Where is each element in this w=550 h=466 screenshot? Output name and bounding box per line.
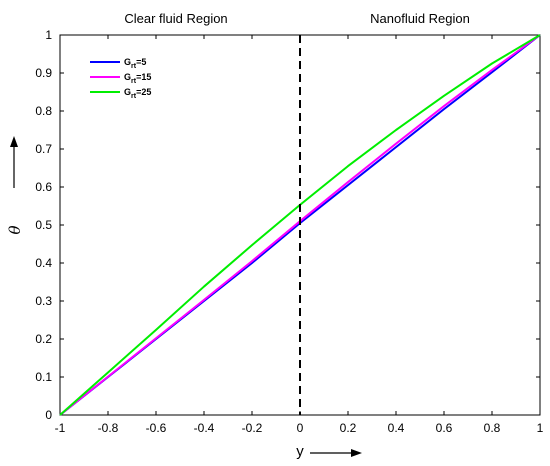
x-axis-arrow-icon — [310, 449, 362, 457]
y-ticks: 0 0.1 0.2 0.3 0.4 0.5 0.6 0.7 0.8 0.9 1 — [35, 28, 540, 422]
x-tick-label: 0.8 — [484, 421, 501, 435]
legend-label: Grt=5 — [124, 57, 146, 70]
x-tick-label: -0.2 — [242, 421, 263, 435]
clear-fluid-region-label: Clear fluid Region — [124, 11, 227, 26]
legend-label: Grt=15 — [124, 72, 151, 85]
y-tick-label: 0.6 — [35, 180, 52, 194]
x-tick-label: 0.4 — [388, 421, 405, 435]
x-tick-label: 1 — [537, 421, 544, 435]
y-tick-label: 0.8 — [35, 104, 52, 118]
x-tick-label: -1 — [55, 421, 66, 435]
x-axis-label: y — [296, 443, 304, 460]
y-tick-label: 0.9 — [35, 66, 52, 80]
x-tick-label: 0.6 — [436, 421, 453, 435]
x-tick-label: 0.2 — [340, 421, 357, 435]
x-tick-label: 0 — [297, 421, 304, 435]
y-tick-label: 0.5 — [35, 218, 52, 232]
y-tick-label: 0.3 — [35, 294, 52, 308]
nanofluid-region-label: Nanofluid Region — [370, 11, 470, 26]
x-tick-label: -0.8 — [98, 421, 119, 435]
y-tick-label: 0.1 — [35, 370, 52, 384]
x-tick-label: -0.4 — [194, 421, 215, 435]
y-tick-label: 0.4 — [35, 256, 52, 270]
y-tick-label: 0 — [45, 408, 52, 422]
y-axis-label: θ — [6, 225, 24, 234]
y-axis-arrow-icon — [10, 136, 18, 188]
legend: Grt=5 Grt=15 Grt=25 — [90, 57, 151, 100]
y-tick-label: 0.7 — [35, 142, 52, 156]
x-tick-label: -0.6 — [146, 421, 167, 435]
legend-label: Grt=25 — [124, 87, 151, 100]
y-tick-label: 1 — [45, 28, 52, 42]
y-tick-label: 0.2 — [35, 332, 52, 346]
